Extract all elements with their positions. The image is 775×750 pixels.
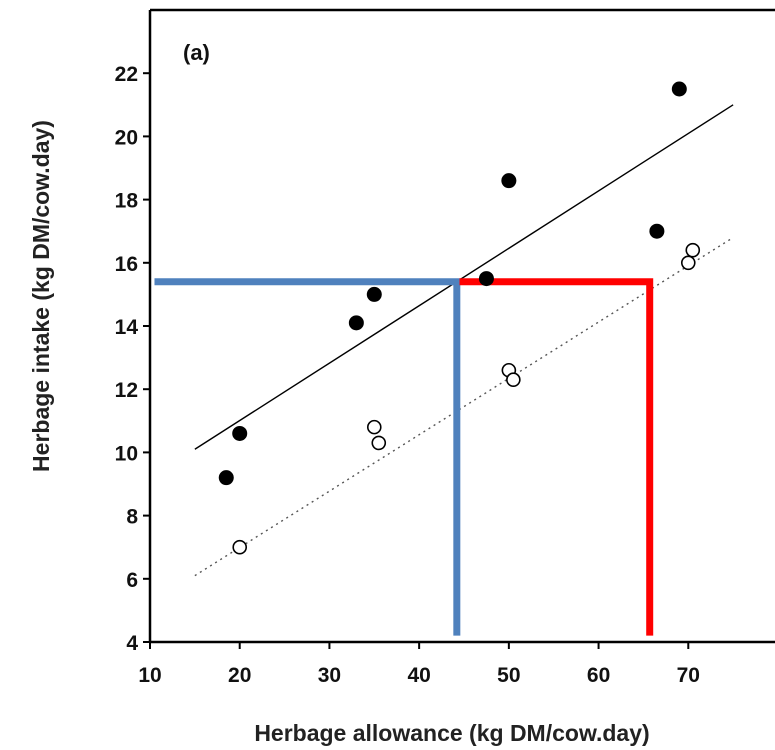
y-tick-label: 22 <box>115 63 138 86</box>
filled-data-point <box>501 173 517 189</box>
x-tick-label: 60 <box>587 664 610 687</box>
y-tick-label: 20 <box>115 126 138 149</box>
blue-reference-line <box>154 278 461 636</box>
open-data-point <box>680 255 696 271</box>
y-tick-label: 6 <box>126 569 138 592</box>
y-tick-label: 8 <box>126 506 138 529</box>
x-tick-label: 50 <box>497 664 520 687</box>
panel-label: (a) <box>183 40 210 65</box>
x-tick-label: 70 <box>677 664 700 687</box>
filled-data-point <box>649 223 665 239</box>
y-tick-label: 18 <box>115 190 139 213</box>
y-tick-label: 10 <box>115 442 138 465</box>
open-data-point <box>232 539 248 555</box>
y-tick-label: 4 <box>126 632 138 655</box>
x-tick-label: 30 <box>318 664 341 687</box>
x-tick-label: 10 <box>138 664 161 687</box>
filled-series-regression-line <box>194 104 734 450</box>
y-tick-label: 14 <box>115 316 139 339</box>
x-tick-label: 40 <box>407 664 430 687</box>
red-reference-line <box>459 278 654 636</box>
open-data-point <box>506 372 521 388</box>
y-tick-label: 16 <box>115 253 138 276</box>
y-tick-label: 12 <box>115 379 138 402</box>
open-data-point <box>366 419 382 435</box>
x-tick-label: 20 <box>228 664 251 687</box>
y-axis-title: Herbage intake (kg DM/cow.day) <box>28 120 54 472</box>
filled-data-point <box>218 470 234 486</box>
x-axis-title: Herbage allowance (kg DM/cow.day) <box>254 720 649 746</box>
open-series-regression-line <box>194 236 734 577</box>
filled-data-point <box>232 425 248 441</box>
filled-data-point <box>671 81 687 97</box>
filled-data-point <box>478 271 494 287</box>
open-data-point <box>371 435 387 451</box>
open-data-point <box>685 242 701 258</box>
filled-data-point <box>366 286 382 302</box>
filled-data-point <box>348 315 364 331</box>
